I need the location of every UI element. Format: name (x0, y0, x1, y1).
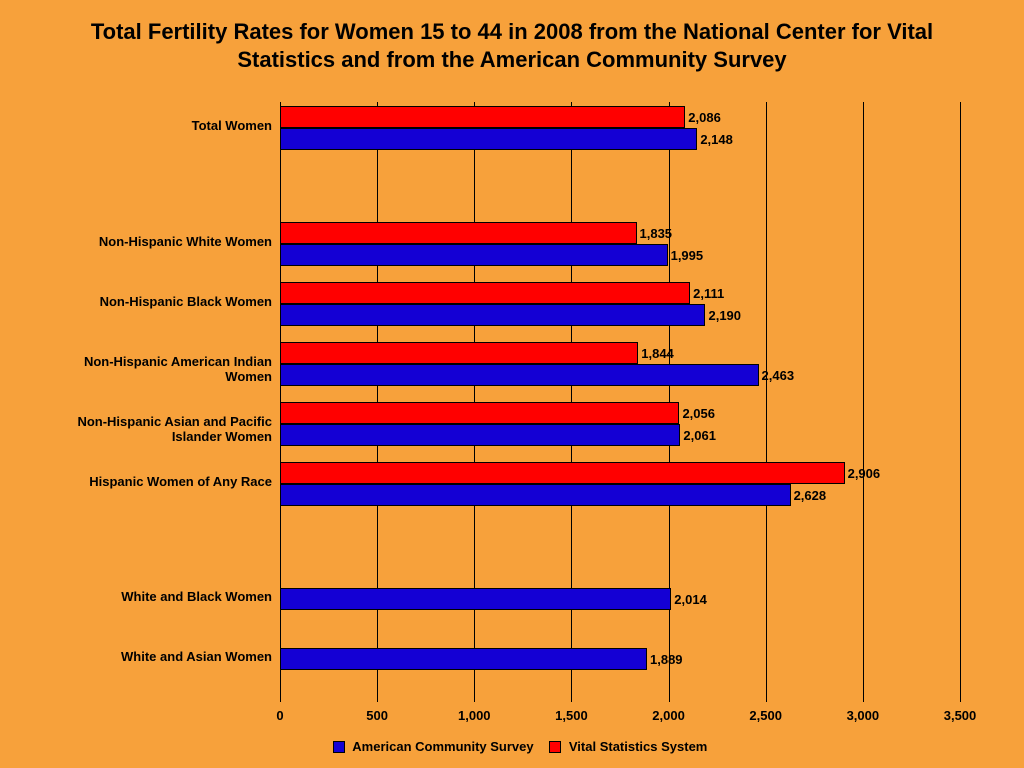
bar-value-label: 2,111 (693, 286, 724, 301)
category-label: Non-Hispanic American Indian Women (60, 355, 272, 385)
legend-item-vss: Vital Statistics System (549, 738, 707, 754)
bar-value-label: 2,086 (688, 110, 721, 125)
bar-acs: 1,889 (280, 648, 647, 670)
x-tick-label: 2,500 (749, 708, 782, 723)
chart-area: 2,0862,1481,8351,9952,1112,1901,8442,463… (60, 102, 980, 702)
bar-acs: 2,463 (280, 364, 759, 386)
bar-value-label: 1,995 (671, 248, 704, 263)
x-tick-label: 3,500 (944, 708, 977, 723)
bar-vss: 1,835 (280, 222, 637, 244)
legend: American Community Survey Vital Statisti… (60, 738, 980, 754)
bar-value-label: 2,014 (674, 592, 707, 607)
category-label: White and Black Women (60, 590, 272, 605)
bar-acs: 2,061 (280, 424, 680, 446)
gridline (960, 102, 961, 702)
x-tick-label: 1,000 (458, 708, 491, 723)
gridline (766, 102, 767, 702)
legend-item-acs: American Community Survey (333, 738, 534, 754)
bar-acs: 2,190 (280, 304, 705, 326)
category-label: Total Women (60, 119, 272, 134)
bar-value-label: 2,463 (762, 368, 795, 383)
plot-area: 2,0862,1481,8351,9952,1112,1901,8442,463… (280, 102, 960, 702)
legend-label-vss: Vital Statistics System (569, 739, 708, 754)
bar-value-label: 2,061 (683, 428, 716, 443)
category-label: Non-Hispanic Black Women (60, 295, 272, 310)
x-tick-label: 3,000 (847, 708, 880, 723)
bar-value-label: 2,056 (682, 406, 715, 421)
bar-value-label: 2,628 (794, 488, 827, 503)
bar-vss: 1,844 (280, 342, 638, 364)
bar-vss: 2,111 (280, 282, 690, 304)
bar-value-label: 2,148 (700, 132, 733, 147)
bar-vss: 2,906 (280, 462, 845, 484)
category-label: Non-Hispanic White Women (60, 235, 272, 250)
x-tick-label: 2,000 (652, 708, 685, 723)
legend-swatch-vss (549, 741, 561, 753)
bar-acs: 2,014 (280, 588, 671, 610)
category-label: White and Asian Women (60, 650, 272, 665)
category-label: Hispanic Women of Any Race (60, 475, 272, 490)
chart-title: Total Fertility Rates for Women 15 to 44… (30, 18, 994, 73)
x-tick-label: 0 (276, 708, 283, 723)
gridline (863, 102, 864, 702)
bar-vss: 2,086 (280, 106, 685, 128)
bar-value-label: 2,190 (708, 308, 741, 323)
bar-value-label: 1,835 (640, 226, 673, 241)
bar-acs: 2,148 (280, 128, 697, 150)
slide-background: Total Fertility Rates for Women 15 to 44… (0, 0, 1024, 768)
category-label: Non-Hispanic Asian and Pacific Islander … (60, 415, 272, 445)
x-tick-label: 500 (366, 708, 388, 723)
legend-label-acs: American Community Survey (352, 739, 533, 754)
legend-swatch-acs (333, 741, 345, 753)
bar-value-label: 2,906 (848, 466, 881, 481)
bar-acs: 1,995 (280, 244, 668, 266)
bar-vss: 2,056 (280, 402, 679, 424)
x-tick-label: 1,500 (555, 708, 588, 723)
bar-acs: 2,628 (280, 484, 791, 506)
bar-value-label: 1,889 (650, 652, 683, 667)
bar-value-label: 1,844 (641, 346, 674, 361)
